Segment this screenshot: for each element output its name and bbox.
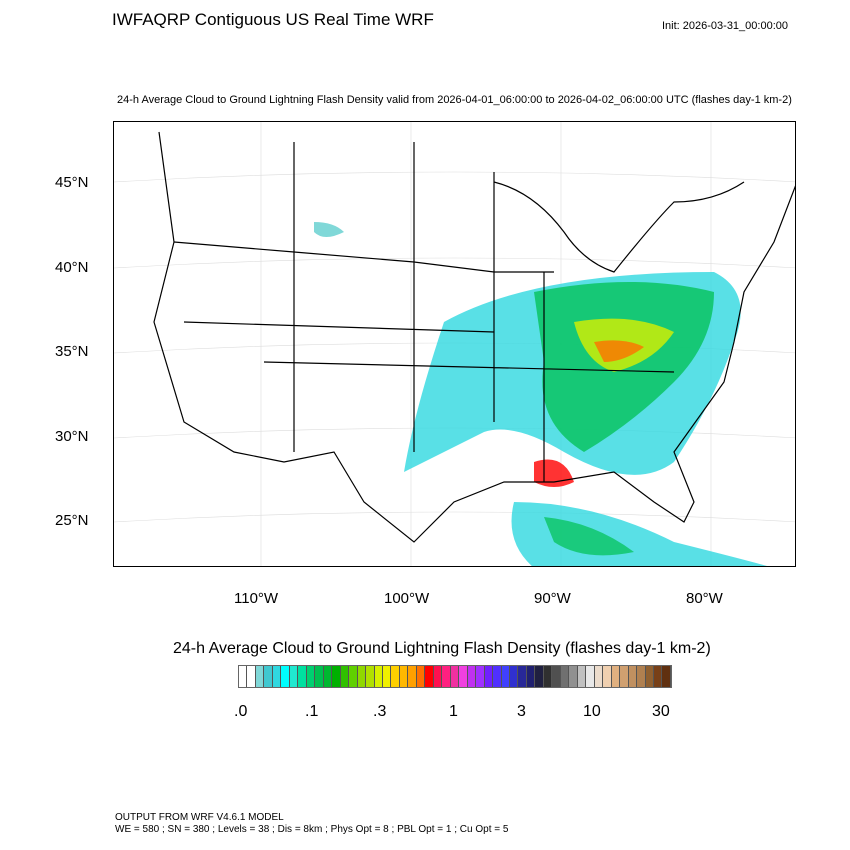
colorbar-swatch (628, 666, 638, 687)
colorbar-tick: 3 (517, 703, 526, 720)
colorbar-swatch (366, 666, 375, 687)
colorbar-swatch (450, 666, 460, 687)
colorbar-swatch (264, 666, 273, 687)
footer-config: WE = 580 ; SN = 380 ; Levels = 38 ; Dis … (115, 824, 509, 835)
colorbar-swatch (653, 666, 663, 687)
colorbar-swatch (315, 666, 324, 687)
colorbar-swatch (476, 666, 485, 687)
lightning-density-field (314, 222, 768, 566)
colorbar-swatch (560, 666, 570, 687)
map-canvas (114, 122, 795, 566)
lat-label: 40°N (55, 259, 89, 276)
colorbar-swatch (467, 666, 477, 687)
colorbar-swatch (586, 666, 595, 687)
colorbar-swatch (543, 666, 553, 687)
lightning-map (113, 121, 796, 567)
colorbar-swatch (603, 666, 612, 687)
colorbar-tick: .3 (373, 703, 387, 720)
colorbar-swatch (442, 666, 451, 687)
colorbar-tick: 30 (652, 703, 670, 720)
colorbar-swatch (289, 666, 299, 687)
colorbar-swatch (594, 666, 604, 687)
colorbar-title: 24-h Average Cloud to Ground Lightning F… (173, 640, 711, 657)
colorbar-swatch (391, 666, 400, 687)
plot-subtitle: 24-h Average Cloud to Ground Lightning F… (117, 94, 792, 106)
colorbar-swatch (493, 666, 502, 687)
lat-label: 30°N (55, 428, 89, 445)
lon-label: 80°W (686, 590, 723, 607)
colorbar-swatch (569, 666, 578, 687)
colorbar-swatch (662, 666, 671, 687)
lat-label: 35°N (55, 343, 89, 360)
lon-label: 110°W (234, 590, 279, 607)
state-boundaries (153, 131, 795, 543)
colorbar-swatch (501, 666, 510, 687)
colorbar-tick: 1 (449, 703, 458, 720)
colorbar-swatch (323, 666, 333, 687)
colorbar-swatch (526, 666, 536, 687)
colorbar-swatch (306, 666, 316, 687)
colorbar-swatch (637, 666, 646, 687)
colorbar-tick: 10 (583, 703, 601, 720)
colorbar-swatch (239, 666, 248, 687)
lon-label: 100°W (384, 590, 430, 607)
colorbar-swatch (577, 666, 587, 687)
colorbar-swatch (518, 666, 527, 687)
colorbar-swatch (374, 666, 383, 687)
colorbar-swatch (340, 666, 350, 687)
colorbar-tick: .1 (305, 703, 319, 720)
colorbar-tick: .0 (234, 703, 248, 720)
colorbar-swatch (484, 666, 494, 687)
colorbar-swatch (416, 666, 426, 687)
colorbar-swatch (408, 666, 417, 687)
footer-model: OUTPUT FROM WRF V4.6.1 MODEL (115, 812, 284, 823)
colorbar-swatch (535, 666, 544, 687)
colorbar-swatch (510, 666, 519, 687)
lon-label: 90°W (534, 590, 571, 607)
lat-label: 25°N (55, 512, 89, 529)
colorbar-swatch (332, 666, 341, 687)
colorbar (238, 665, 672, 688)
colorbar-swatch (399, 666, 409, 687)
lat-label: 45°N (55, 174, 89, 191)
colorbar-swatch (620, 666, 629, 687)
colorbar-swatch (645, 666, 654, 687)
colorbar-swatch (349, 666, 358, 687)
colorbar-swatch (552, 666, 561, 687)
model-title: IWFAQRP Contiguous US Real Time WRF (112, 10, 434, 29)
colorbar-swatch (255, 666, 265, 687)
colorbar-swatch (382, 666, 392, 687)
colorbar-swatch (272, 666, 282, 687)
colorbar-swatch (357, 666, 367, 687)
init-time: Init: 2026-03-31_00:00:00 (662, 20, 788, 32)
colorbar-swatch (433, 666, 443, 687)
colorbar-swatch (281, 666, 290, 687)
colorbar-swatch (425, 666, 434, 687)
colorbar-swatch (247, 666, 256, 687)
colorbar-swatch (298, 666, 307, 687)
colorbar-swatch (459, 666, 468, 687)
colorbar-swatch (611, 666, 621, 687)
